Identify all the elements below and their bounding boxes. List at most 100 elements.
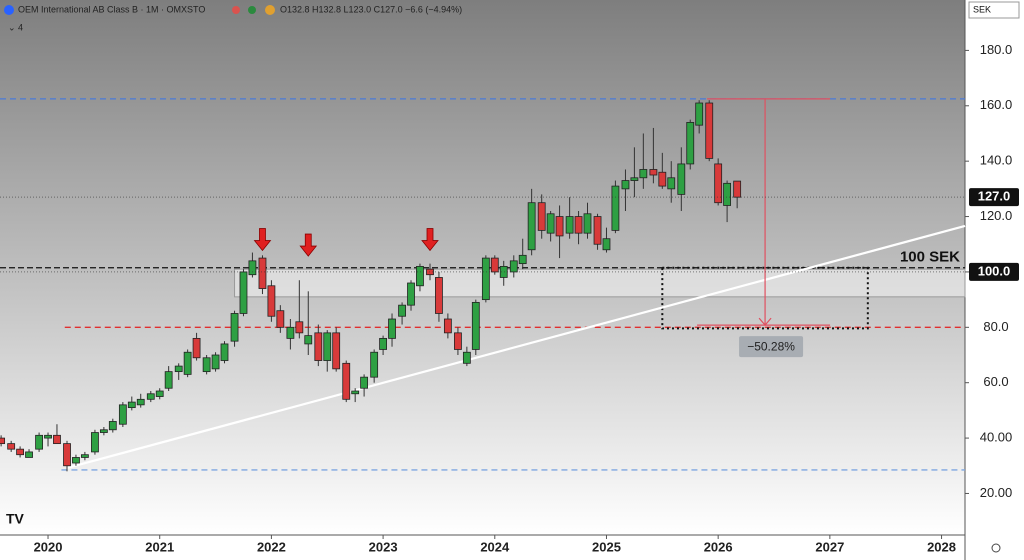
candle-body xyxy=(379,337,387,350)
candle-body xyxy=(53,434,61,445)
candle-body xyxy=(621,180,630,190)
price-tag-bg xyxy=(969,188,1019,207)
candle-body xyxy=(360,376,369,389)
candle-body xyxy=(174,365,183,373)
x-tick-label: 2024 xyxy=(480,539,510,554)
dividend-icon xyxy=(265,5,275,15)
candle-body xyxy=(286,326,295,339)
support-band xyxy=(234,268,966,298)
y-tick-label: 60.0 xyxy=(983,374,1008,389)
legend-ohlc: O132.8 H132.8 L123.0 C127.0 −6.6 (−4.94%… xyxy=(280,4,462,14)
candle-body xyxy=(574,216,583,234)
candle-body xyxy=(481,257,490,301)
candle-body xyxy=(667,177,676,190)
candle-body xyxy=(164,371,173,389)
logo: TV xyxy=(6,511,25,527)
settings-icon[interactable] xyxy=(991,543,1001,553)
currency-box[interactable] xyxy=(968,1,1020,19)
candle-body xyxy=(35,434,43,450)
candle-body xyxy=(220,343,229,361)
candle-body xyxy=(136,398,145,406)
collapse-toggle[interactable]: ⌄ xyxy=(8,22,16,32)
candle-body xyxy=(323,332,332,361)
candle-body xyxy=(639,169,648,179)
candle-body xyxy=(388,318,396,339)
candle-body xyxy=(537,202,546,231)
candle-body xyxy=(91,432,99,453)
signal-arrow xyxy=(299,233,318,257)
candle-body xyxy=(230,313,239,342)
candle-body xyxy=(705,102,714,159)
currency[interactable]: SEK xyxy=(973,4,991,14)
candle-body xyxy=(314,332,323,361)
y-tick-label: 80.0 xyxy=(983,319,1008,334)
candle-body xyxy=(583,213,592,234)
x-tick-label: 2025 xyxy=(592,539,621,554)
measure-arrowhead xyxy=(758,317,772,327)
candle-body xyxy=(695,102,704,126)
candle-body xyxy=(127,401,136,409)
indicator-count[interactable]: 4 xyxy=(18,22,23,32)
candle-body xyxy=(518,254,527,265)
candle-body xyxy=(192,337,201,359)
symbol-icon xyxy=(4,5,14,15)
candle-body xyxy=(602,238,611,251)
candle-body xyxy=(16,448,25,456)
measure-label: −50.28% xyxy=(747,339,795,353)
y-tick-label: 40.00 xyxy=(980,430,1013,445)
candle-body xyxy=(7,443,16,450)
candle-body xyxy=(267,285,276,317)
candle-body xyxy=(677,163,686,195)
candle-body xyxy=(649,169,658,176)
x-tick-label: 2023 xyxy=(369,539,398,554)
candle-body xyxy=(351,390,360,395)
candle-body xyxy=(72,457,80,464)
market-icon xyxy=(248,6,256,14)
candle-body xyxy=(454,332,462,350)
candle-body xyxy=(630,177,639,181)
projection-box xyxy=(661,266,869,330)
candle-body xyxy=(527,202,536,251)
candle-body xyxy=(202,357,211,373)
price-tag: 100.0 xyxy=(978,263,1011,278)
x-tick-label: 2027 xyxy=(815,539,844,554)
candle-body xyxy=(183,351,192,375)
candle-body xyxy=(546,213,555,234)
candle-body xyxy=(490,257,499,273)
flag-icon xyxy=(232,6,240,14)
y-tick-label: 120.0 xyxy=(980,208,1013,223)
candle-body xyxy=(211,354,220,370)
candle-body xyxy=(658,171,667,187)
candle-body xyxy=(686,121,695,165)
candle-body xyxy=(407,282,415,306)
level-label: 100 SEK xyxy=(900,249,960,266)
y-tick-label: 140.0 xyxy=(980,153,1013,168)
candle-body xyxy=(99,429,108,433)
y-tick-label: 160.0 xyxy=(980,97,1013,112)
candle-body xyxy=(332,332,341,370)
candle-body xyxy=(258,257,267,289)
candle-body xyxy=(63,443,71,467)
x-tick-label: 2021 xyxy=(145,539,174,554)
candle-body xyxy=(80,454,89,458)
x-tick-label: 2020 xyxy=(34,539,63,554)
candle-body xyxy=(276,310,285,328)
candle-body xyxy=(398,304,406,317)
candle-body xyxy=(555,216,564,237)
candle-body xyxy=(435,277,443,314)
header: OEM International AB Class B · 1M · OMXS… xyxy=(4,1,1020,32)
candle-body xyxy=(462,351,471,364)
candle-body xyxy=(155,390,164,397)
trendline xyxy=(66,224,966,470)
candle-body xyxy=(304,335,313,345)
price-tag: 127.0 xyxy=(978,189,1011,204)
candle-body xyxy=(509,260,518,273)
candle-body xyxy=(723,182,732,206)
y-tick-label: 20.00 xyxy=(980,485,1013,500)
candle-body xyxy=(295,321,304,334)
time-axis-bg xyxy=(0,535,965,560)
price-tag-bg xyxy=(969,262,1019,281)
x-tick-label: 2028 xyxy=(927,539,956,554)
x-tick-label: 2022 xyxy=(257,539,286,554)
candle-body xyxy=(44,434,52,439)
